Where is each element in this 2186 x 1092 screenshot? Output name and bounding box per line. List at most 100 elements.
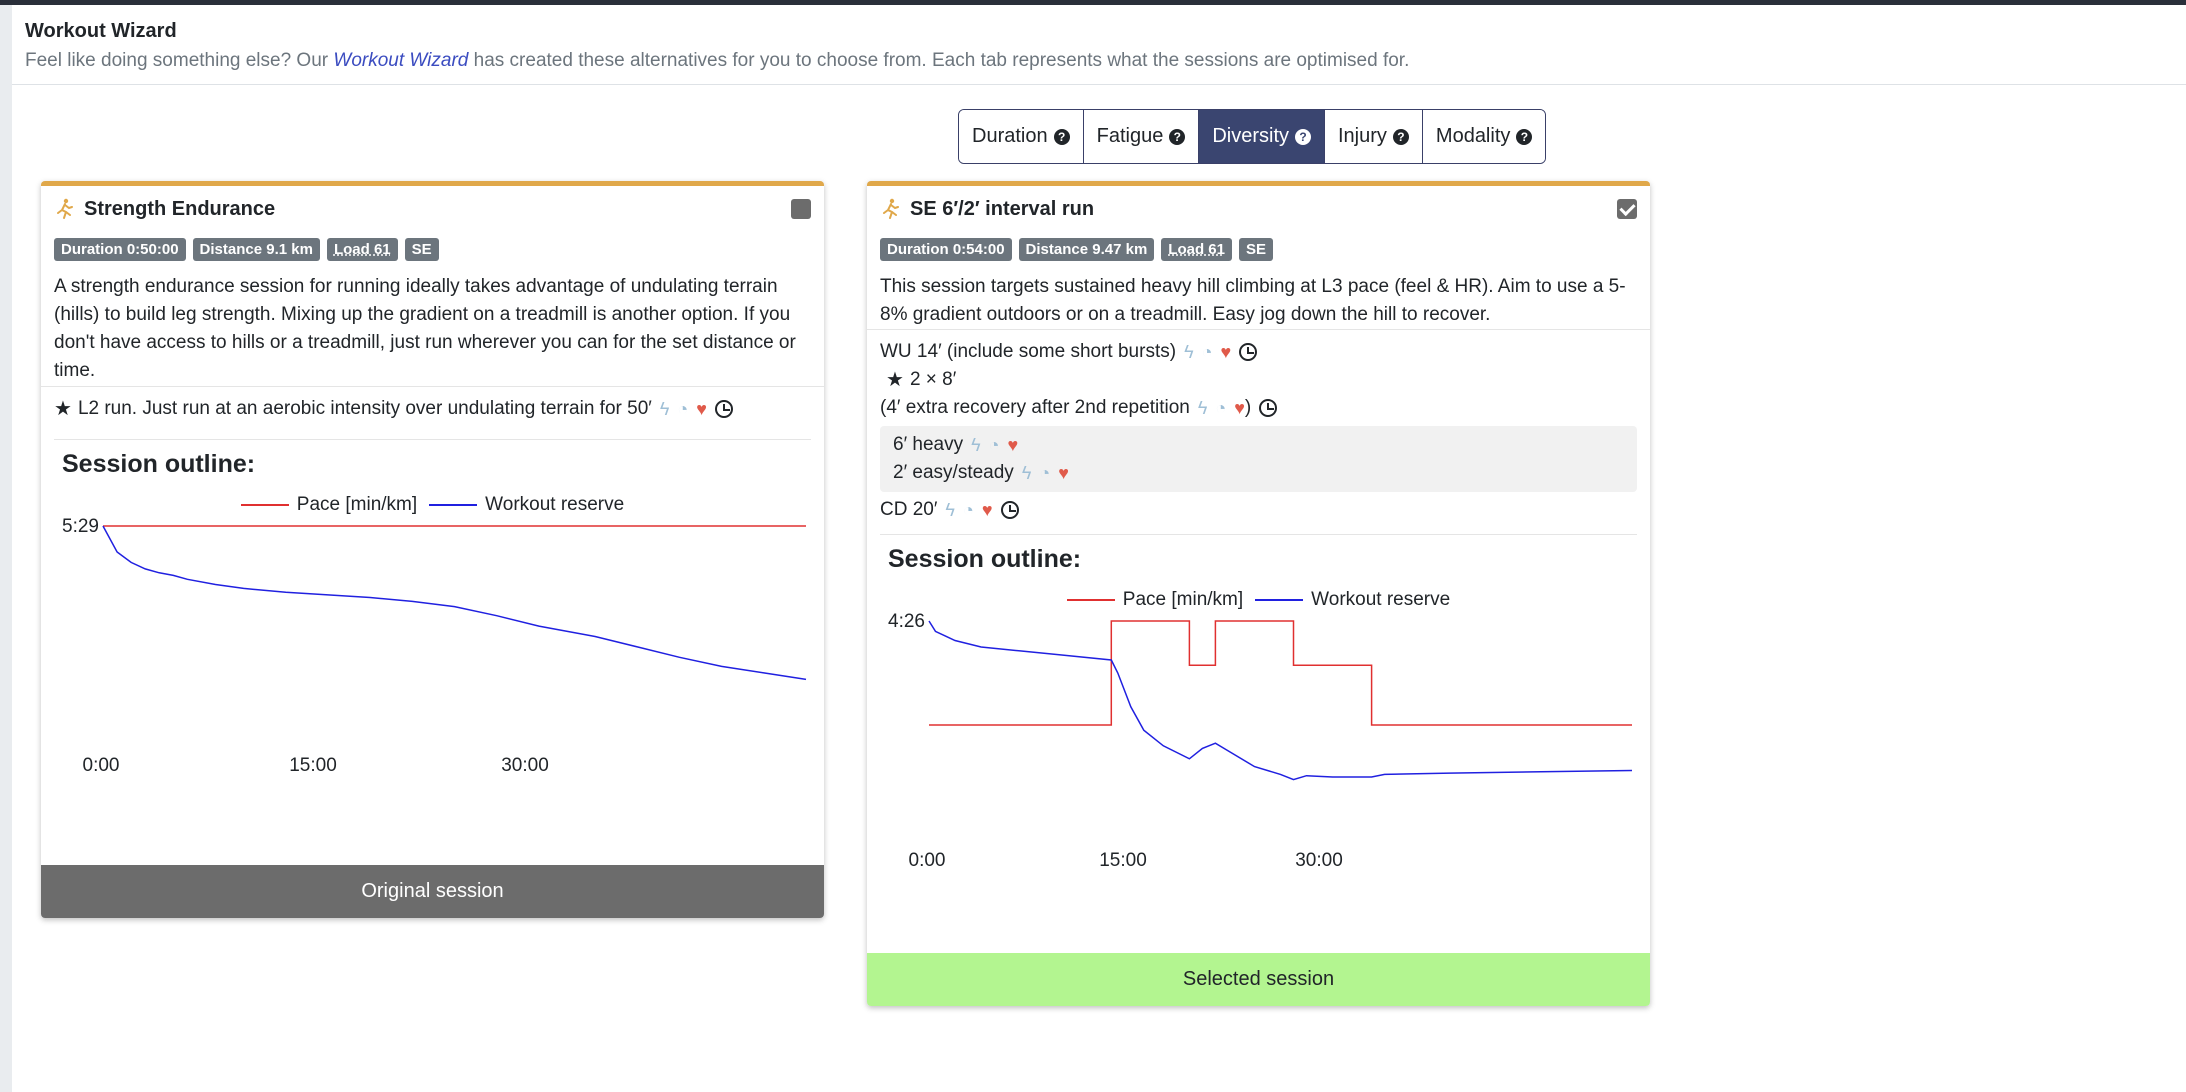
- bolt-icon: ϟ: [971, 435, 981, 455]
- legend-item-pace[interactable]: Pace [min/km]: [240, 494, 417, 516]
- gauge-icon: ◔: [962, 500, 974, 520]
- legend-item-pace[interactable]: Pace [min/km]: [1066, 589, 1244, 611]
- bolt-icon: ϟ: [945, 500, 955, 520]
- session-steps: ★ L2 run. Just run at an aerobic intensi…: [41, 387, 824, 423]
- heart-icon: ♥: [1007, 435, 1019, 455]
- clock-icon: [1239, 343, 1258, 361]
- gauge-icon: ◔: [677, 399, 689, 419]
- tab-label: Modality: [1435, 125, 1511, 147]
- session-outline-chart: 4:26 0:00 15:00 30:00: [867, 611, 1650, 891]
- workout-wizard-link[interactable]: Workout Wizard: [333, 50, 469, 71]
- star-icon: ★: [54, 398, 72, 420]
- modal-title: Workout Wizard: [25, 20, 177, 42]
- divider: [880, 534, 1637, 535]
- card-header: Strength Endurance: [41, 186, 824, 232]
- tab-label: Fatigue: [1096, 125, 1164, 147]
- chart-svg: 4:26 0:00 15:00 30:00: [888, 611, 1633, 871]
- heart-icon: ♥: [981, 500, 993, 520]
- tab-modality[interactable]: Modality?: [1422, 110, 1546, 163]
- legend-label-pace: Pace [min/km]: [1122, 589, 1244, 610]
- session-outline-title: Session outline:: [62, 450, 256, 478]
- card-header: SE 6′/2′ interval run: [867, 186, 1650, 232]
- clock-icon: [714, 400, 733, 418]
- y-tick-label: 5:29: [62, 516, 99, 537]
- tab-injury[interactable]: Injury?: [1325, 110, 1423, 163]
- help-icon[interactable]: ?: [1392, 128, 1409, 145]
- rep-easy-step: 2′ easy/steady ϟ ◔ ♥: [893, 459, 1624, 487]
- bolt-icon: ϟ: [659, 399, 670, 419]
- gauge-icon: ◔: [1039, 463, 1051, 483]
- rep-heavy-step: 6′ heavy ϟ ◔ ♥: [893, 431, 1624, 459]
- step-text: 2′ easy/steady: [893, 462, 1014, 483]
- tab-diversity[interactable]: Diversity?: [1199, 110, 1325, 163]
- step-text: CD 20′: [880, 499, 938, 520]
- duration-badge: Duration 0:54:00: [880, 238, 1012, 261]
- load-badge[interactable]: Load 61: [1161, 238, 1232, 261]
- selected-session-footer[interactable]: Selected session: [867, 953, 1650, 1006]
- running-icon: [883, 198, 899, 219]
- help-icon[interactable]: ?: [1516, 128, 1533, 145]
- warmup-step: WU 14′ (include some short bursts) ϟ ◔ ♥: [880, 338, 1637, 366]
- help-icon[interactable]: ?: [1053, 128, 1070, 145]
- step-item: ★ L2 run. Just run at an aerobic intensi…: [54, 395, 811, 423]
- subtitle-text-after: has created these alternatives for you t…: [468, 50, 1410, 71]
- heart-icon: ♥: [1058, 463, 1069, 483]
- bolt-icon: ϟ: [1184, 342, 1194, 362]
- select-checkbox[interactable]: [1617, 199, 1637, 219]
- tab-fatigue[interactable]: Fatigue?: [1083, 110, 1200, 163]
- step-text: 2 × 8′: [909, 369, 957, 390]
- modal-subtitle: Feel like doing something else? Our Work…: [25, 47, 2173, 75]
- tab-label: Duration: [972, 125, 1048, 147]
- legend-swatch-reserve: [1255, 599, 1304, 601]
- chart-legend: Pace [min/km] Workout reserve: [41, 494, 824, 516]
- background-topbar: [0, 0, 2186, 5]
- pace-series-line: [929, 620, 1632, 726]
- type-badge: SE: [404, 238, 439, 261]
- legend-swatch-pace: [240, 504, 289, 506]
- session-outline-chart: 5:29 0:00 15:00 30:00: [41, 516, 824, 796]
- repetition-block: 6′ heavy ϟ ◔ ♥ 2′ easy/steady ϟ ◔ ♥: [880, 426, 1637, 492]
- legend-item-reserve[interactable]: Workout reserve: [429, 494, 624, 516]
- card-title: Strength Endurance: [84, 197, 276, 220]
- modal-header: Workout Wizard Feel like doing something…: [12, 5, 2186, 85]
- chart-svg: 5:29 0:00 15:00 30:00: [62, 516, 807, 776]
- tab-label: Diversity: [1212, 125, 1289, 147]
- legend-swatch-pace: [1066, 599, 1115, 601]
- session-steps: WU 14′ (include some short bursts) ϟ ◔ ♥…: [867, 330, 1650, 524]
- bolt-icon: ϟ: [1197, 398, 1208, 418]
- session-outline-title: Session outline:: [888, 545, 1082, 573]
- session-card-selected[interactable]: SE 6′/2′ interval run Duration 0:54:00 D…: [867, 181, 1650, 1006]
- help-icon[interactable]: ?: [1295, 128, 1311, 145]
- step-text: L2 run. Just run at an aerobic intensity…: [77, 398, 652, 419]
- session-description: This session targets sustained heavy hil…: [867, 273, 1650, 330]
- step-text: (4′ extra recovery after 2nd repetition: [880, 397, 1190, 418]
- heart-icon: ♥: [696, 399, 707, 419]
- subtitle-text-before: Feel like doing something else? Our: [25, 50, 334, 71]
- tab-label: Injury: [1338, 125, 1387, 147]
- step-text: WU 14′ (include some short bursts): [880, 341, 1177, 362]
- reps-step: ★ 2 × 8′: [880, 366, 1637, 394]
- step-text-close: ): [1244, 397, 1252, 418]
- x-tick-label: 15:00: [289, 755, 337, 776]
- heart-icon: ♥: [1220, 342, 1232, 362]
- legend-label-reserve: Workout reserve: [1311, 589, 1451, 610]
- tab-duration[interactable]: Duration?: [959, 110, 1084, 163]
- clock-icon: [1000, 501, 1019, 519]
- legend-item-reserve[interactable]: Workout reserve: [1255, 589, 1450, 611]
- select-checkbox[interactable]: [791, 199, 811, 219]
- x-tick-label: 30:00: [501, 755, 549, 776]
- bolt-icon: ϟ: [1021, 463, 1032, 483]
- clock-icon: [1259, 399, 1278, 417]
- background-page-edge: [0, 5, 12, 1092]
- load-badge[interactable]: Load 61: [326, 238, 398, 261]
- original-session-footer[interactable]: Original session: [41, 865, 824, 918]
- star-icon: ★: [886, 369, 904, 391]
- badge-row: Duration 0:50:00 Distance 9.1 km Load 61…: [41, 238, 824, 262]
- heart-icon: ♥: [1234, 398, 1245, 418]
- optimisation-tabs: Duration? Fatigue? Diversity? Injury? Mo…: [958, 109, 1547, 164]
- legend-label-reserve: Workout reserve: [485, 494, 625, 515]
- gauge-icon: ◔: [1201, 342, 1213, 362]
- session-card-original[interactable]: Strength Endurance Duration 0:50:00 Dist…: [41, 181, 824, 918]
- help-icon[interactable]: ?: [1169, 128, 1186, 145]
- step-text: 6′ heavy: [893, 434, 964, 455]
